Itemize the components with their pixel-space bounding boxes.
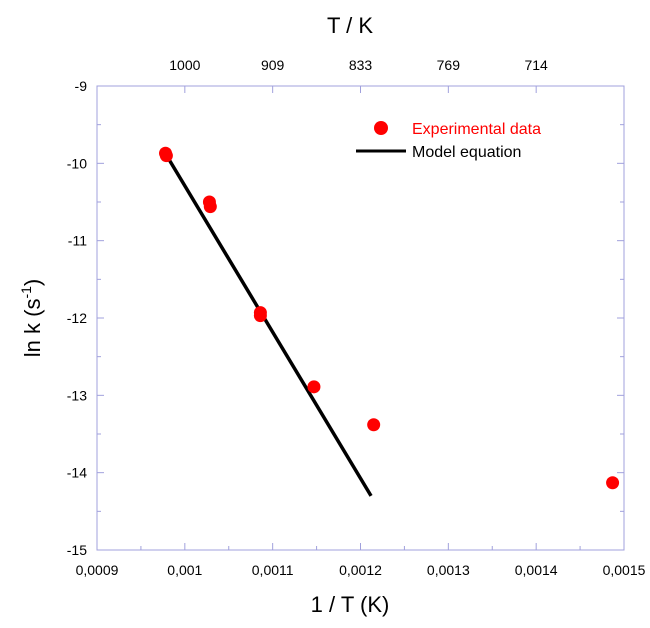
- top-tick-label: 909: [261, 57, 285, 73]
- y-tick-label: -13: [67, 387, 87, 403]
- legend-label-model: Model equation: [412, 144, 521, 161]
- data-point: [307, 380, 321, 394]
- y-tick-labels: -15 -14 -13 -12 -11 -10 -9: [67, 78, 87, 558]
- data-point: [606, 476, 620, 490]
- data-point: [159, 149, 173, 163]
- data-point: [253, 309, 267, 323]
- top-tick-label: 714: [524, 57, 548, 73]
- x-tick-label: 0,0012: [339, 562, 382, 578]
- legend-marker-experimental: [374, 121, 388, 135]
- x-tick-label: 0,001: [167, 562, 202, 578]
- y-axis-title-sup: -1: [18, 286, 34, 299]
- y-axis-title-main: ln k (s: [20, 299, 45, 358]
- y-axis-title-close: ): [20, 279, 45, 286]
- series-layer: [159, 146, 620, 497]
- y-tick-label: -10: [67, 155, 87, 171]
- x-tick-label: 0,0011: [252, 562, 294, 578]
- top-tick-labels: 1000 909 833 769 714: [169, 57, 548, 73]
- top-tick-label: 1000: [169, 57, 200, 73]
- y-tick-label: -12: [67, 310, 87, 326]
- y-tick-label: -14: [67, 465, 87, 481]
- data-point: [367, 418, 381, 432]
- legend-label-experimental: Experimental data: [412, 121, 541, 138]
- y-tick-label: -11: [68, 233, 87, 249]
- legend: Experimental data Model equation: [356, 121, 541, 161]
- top-tick-label: 769: [437, 57, 461, 73]
- x-tick-label: 0,0014: [515, 562, 558, 578]
- x-tick-label: 0,0013: [427, 562, 470, 578]
- x-axis-title: 1 / T (K): [311, 592, 390, 617]
- top-tick-label: 833: [349, 57, 373, 73]
- top-axis-title: T / K: [327, 13, 373, 38]
- data-point: [203, 200, 217, 214]
- y-tick-label: -9: [75, 78, 88, 94]
- y-axis-title: ln k (s-1): [18, 279, 45, 357]
- tick-marks: [96, 85, 625, 551]
- x-tick-labels: 0,0009 0,001 0,0011 0,0012 0,0013 0,0014 0,001…: [76, 562, 646, 578]
- x-tick-label: 0,0015: [603, 562, 646, 578]
- model-line: [167, 158, 373, 497]
- x-tick-label: 0,0009: [76, 562, 119, 578]
- y-tick-label: -15: [67, 542, 87, 558]
